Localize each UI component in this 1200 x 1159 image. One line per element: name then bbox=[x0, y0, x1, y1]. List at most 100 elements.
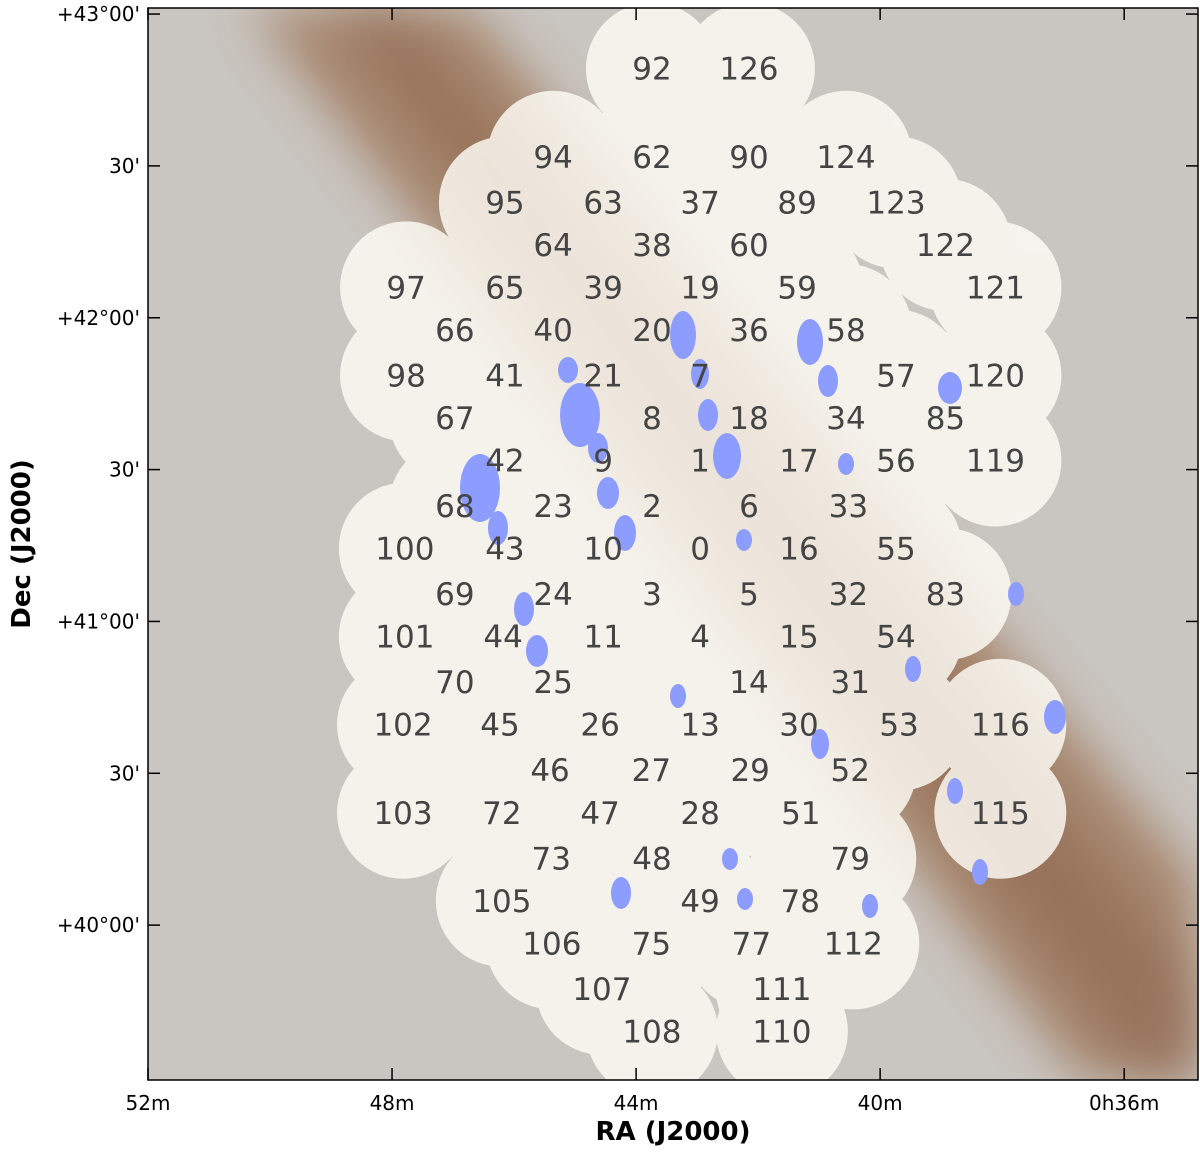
field-label: 14 bbox=[729, 665, 768, 701]
field-label: 15 bbox=[779, 620, 818, 656]
field-label: 123 bbox=[866, 185, 925, 221]
field-label: 43 bbox=[485, 532, 524, 568]
field-label: 103 bbox=[373, 796, 432, 832]
field-label: 7 bbox=[690, 358, 710, 394]
field-label: 108 bbox=[622, 1014, 681, 1050]
y-tick-label: +41°00' bbox=[57, 609, 140, 633]
y-tick-label: +40°00' bbox=[57, 913, 140, 937]
field-label: 0 bbox=[690, 532, 710, 568]
field-label: 95 bbox=[485, 185, 524, 221]
field-footprint bbox=[337, 746, 470, 879]
source bbox=[691, 359, 709, 389]
field-label: 60 bbox=[729, 228, 768, 264]
x-tick-label: 40m bbox=[858, 1091, 903, 1115]
field-label: 92 bbox=[632, 52, 671, 88]
field-label: 102 bbox=[373, 708, 432, 744]
source bbox=[713, 433, 741, 479]
field-label: 115 bbox=[971, 796, 1030, 832]
field-label: 110 bbox=[752, 1014, 811, 1050]
source bbox=[972, 859, 988, 885]
y-tick-label: +43°00' bbox=[57, 2, 140, 26]
field-label: 64 bbox=[533, 228, 572, 264]
source bbox=[736, 529, 752, 551]
field-label: 32 bbox=[829, 577, 868, 613]
field-label: 45 bbox=[480, 708, 519, 744]
y-tick-label: +42°00' bbox=[57, 306, 140, 330]
source bbox=[862, 894, 878, 918]
field-label: 90 bbox=[729, 140, 768, 176]
source bbox=[838, 453, 854, 475]
field-label: 26 bbox=[580, 708, 619, 744]
field-label: 23 bbox=[533, 489, 572, 525]
source bbox=[947, 778, 963, 804]
field-label: 19 bbox=[680, 270, 719, 306]
field-label: 10 bbox=[583, 532, 622, 568]
field-label: 75 bbox=[632, 926, 671, 962]
field-label: 106 bbox=[522, 926, 581, 962]
source bbox=[737, 888, 753, 910]
field-label: 120 bbox=[966, 358, 1025, 394]
field-label: 17 bbox=[779, 443, 818, 479]
field-footprint bbox=[715, 965, 848, 1080]
field-label: 41 bbox=[485, 358, 524, 394]
field-label: 27 bbox=[632, 753, 671, 789]
source bbox=[722, 848, 738, 870]
field-label: 67 bbox=[435, 401, 474, 437]
source bbox=[460, 454, 500, 522]
field-label: 97 bbox=[386, 270, 425, 306]
source bbox=[597, 477, 619, 509]
field-label: 70 bbox=[435, 665, 474, 701]
source bbox=[797, 319, 823, 365]
source bbox=[560, 383, 600, 447]
field-label: 48 bbox=[632, 841, 671, 877]
field-label: 4 bbox=[690, 620, 710, 656]
source bbox=[614, 515, 636, 551]
field-label: 52 bbox=[831, 753, 870, 789]
field-label: 1 bbox=[690, 443, 710, 479]
y-tick-label: 30' bbox=[109, 458, 140, 482]
field-label: 2 bbox=[642, 489, 662, 525]
field-footprint bbox=[929, 394, 1062, 527]
field-label: 46 bbox=[530, 753, 569, 789]
field-label: 31 bbox=[831, 665, 870, 701]
field-label: 94 bbox=[533, 140, 572, 176]
field-label: 49 bbox=[680, 884, 719, 920]
plot-frame bbox=[147, 7, 1199, 1081]
field-label: 73 bbox=[532, 841, 571, 877]
field-footprint bbox=[585, 965, 718, 1080]
x-axis-title: RA (J2000) bbox=[596, 1117, 751, 1147]
source bbox=[811, 729, 829, 759]
field-label: 83 bbox=[926, 577, 965, 613]
field-label: 79 bbox=[831, 841, 870, 877]
sources bbox=[460, 311, 1066, 918]
field-label: 112 bbox=[824, 926, 883, 962]
field-label: 38 bbox=[632, 228, 671, 264]
field-label: 100 bbox=[375, 532, 434, 568]
field-label: 16 bbox=[779, 532, 818, 568]
x-tick-label: 52m bbox=[126, 1091, 171, 1115]
source bbox=[1044, 700, 1066, 734]
y-tick-label: 30' bbox=[109, 154, 140, 178]
field-label: 69 bbox=[435, 577, 474, 613]
source bbox=[818, 365, 838, 397]
field-label: 5 bbox=[739, 577, 759, 613]
field-label: 20 bbox=[632, 313, 671, 349]
field-label: 68 bbox=[435, 489, 474, 525]
source bbox=[514, 592, 534, 626]
field-label: 121 bbox=[966, 270, 1025, 306]
field-label: 6 bbox=[739, 489, 759, 525]
field-label: 59 bbox=[777, 270, 816, 306]
field-label: 89 bbox=[777, 185, 816, 221]
field-label: 107 bbox=[572, 972, 631, 1008]
field-label: 11 bbox=[583, 620, 622, 656]
source bbox=[905, 656, 921, 682]
field-label: 21 bbox=[583, 358, 622, 394]
field-label: 124 bbox=[816, 140, 875, 176]
survey-footprint bbox=[337, 8, 1067, 1080]
x-tick-label: 48m bbox=[370, 1091, 415, 1115]
field-label: 37 bbox=[680, 185, 719, 221]
field-label: 18 bbox=[729, 401, 768, 437]
field-label: 63 bbox=[583, 185, 622, 221]
